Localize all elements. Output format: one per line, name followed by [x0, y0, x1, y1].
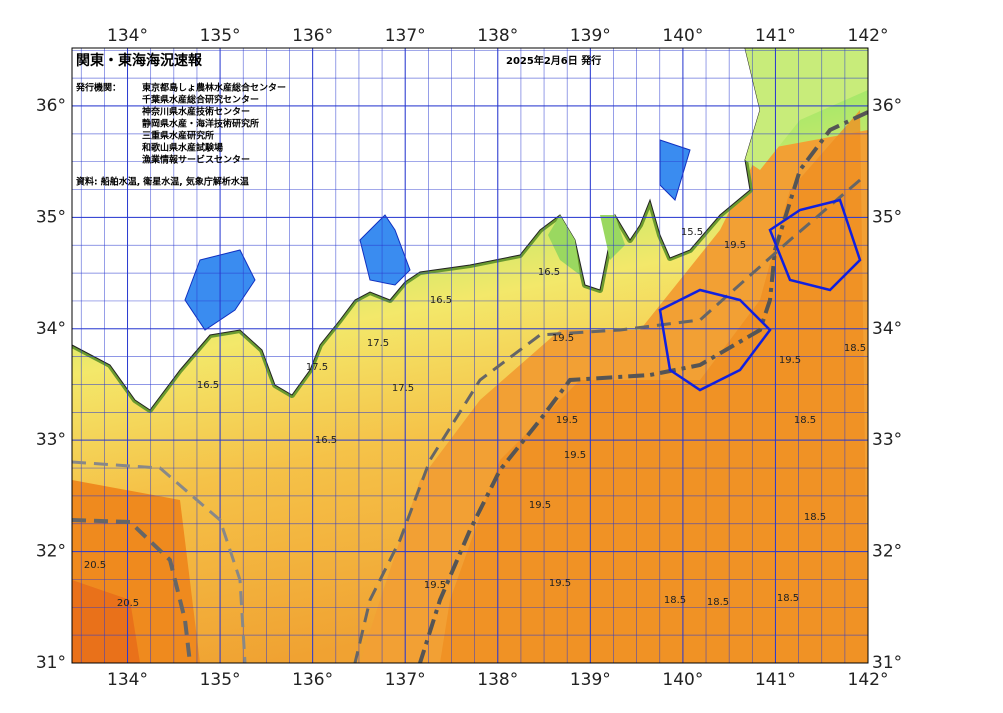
issue-date: 2025年2月6日 発行 [506, 54, 601, 67]
contour-label: 20.5 [84, 560, 106, 571]
x-tick-label: 138° [477, 26, 518, 46]
ise-bay [359, 214, 411, 286]
contour-label: 15.5 [681, 227, 703, 238]
x-tick-label: 138° [477, 670, 518, 690]
map-frame [71, 47, 869, 664]
issuer: 神奈川県水産技術センター [142, 106, 250, 118]
y-tick-label: 36° [872, 96, 902, 116]
y-tick-label: 35° [872, 207, 902, 227]
x-tick-label: 142° [848, 670, 889, 690]
y-tick-label: 33° [36, 430, 66, 450]
y-tick-label: 36° [36, 96, 66, 116]
issuer: 三重県水産研究所 [142, 130, 214, 142]
map-area: 20.5 20.5 19.5 19.5 19.5 19.5 19.5 19.5 19.5 19.5… [72, 48, 868, 663]
x-tick-label: 135° [200, 26, 241, 46]
contour-label: 19.5 [529, 500, 551, 511]
issuer: 静岡県水産・海洋技術研究所 [142, 118, 259, 130]
y-tick-label: 32° [872, 542, 902, 562]
contour-label: 17.5 [367, 338, 389, 349]
contour-label: 18.5 [804, 512, 826, 523]
y-tick-label: 35° [36, 207, 66, 227]
y-tick-label: 34° [36, 319, 66, 339]
contour-label: 18.5 [664, 595, 686, 606]
x-tick-label: 142° [848, 26, 889, 46]
contour-label: 17.5 [306, 362, 328, 373]
contour-label: 16.5 [538, 267, 560, 278]
y-tick-label: 32° [36, 542, 66, 562]
kuroshio-water [440, 110, 868, 663]
x-tick-label: 139° [570, 26, 611, 46]
issuer: 千葉県水産総合研究センター [142, 94, 259, 106]
x-tick-label: 140° [662, 670, 703, 690]
x-tick-label: 135° [200, 670, 241, 690]
x-tick-label: 134° [107, 670, 148, 690]
x-tick-label: 141° [755, 670, 796, 690]
warm-core [72, 580, 140, 663]
contour-label: 19.5 [779, 355, 801, 366]
contour-label: 16.5 [430, 295, 452, 306]
isotherm-20 [658, 288, 772, 392]
contour-label: 16.5 [315, 435, 337, 446]
contour-label: 18.5 [794, 415, 816, 426]
contour-label: 18.5 [844, 343, 866, 354]
contour-label: 19.5 [424, 580, 446, 591]
contour-label: 19.5 [724, 240, 746, 251]
contour-label: 18.5 [777, 593, 799, 604]
kuroshio-axis [418, 110, 868, 663]
data-source: 資料: 船舶水温, 衛星水温, 気象庁解析水温 [76, 176, 249, 188]
issuer: 漁業情報サービスセンター [142, 154, 250, 166]
x-tick-label: 136° [292, 26, 333, 46]
x-tick-label: 137° [385, 670, 426, 690]
contour-label: 19.5 [552, 333, 574, 344]
title: 関東・東海海況速報 [76, 52, 203, 69]
issuers-label: 発行機関： [75, 82, 121, 94]
y-tick-label: 31° [36, 653, 66, 673]
isotherm-20-east [768, 198, 862, 292]
sagami-bay [600, 215, 625, 260]
contour-label: 20.5 [117, 598, 139, 609]
y-tick-label: 33° [872, 430, 902, 450]
x-tick-label: 137° [385, 26, 426, 46]
contour-label: 18.5 [707, 597, 729, 608]
contour-label: 16.5 [197, 380, 219, 391]
x-tick-label: 134° [107, 26, 148, 46]
y-tick-label: 34° [872, 319, 902, 339]
kuroshio-edge [353, 178, 861, 663]
front-line [72, 460, 247, 663]
issuer: 和歌山県水産試験場 [141, 142, 223, 154]
x-tick-label: 139° [570, 670, 611, 690]
warm-eddy-edge [72, 518, 192, 663]
contour-label: 17.5 [392, 383, 414, 394]
contour-label: 19.5 [556, 415, 578, 426]
contour-label: 19.5 [564, 450, 586, 461]
x-tick-label: 136° [292, 670, 333, 690]
contour-label: 19.5 [549, 578, 571, 589]
x-tick-label: 140° [662, 26, 703, 46]
x-tick-label: 141° [755, 26, 796, 46]
y-tick-label: 31° [872, 653, 902, 673]
issuer: 東京都島しょ農林水産総合センター [142, 82, 286, 94]
